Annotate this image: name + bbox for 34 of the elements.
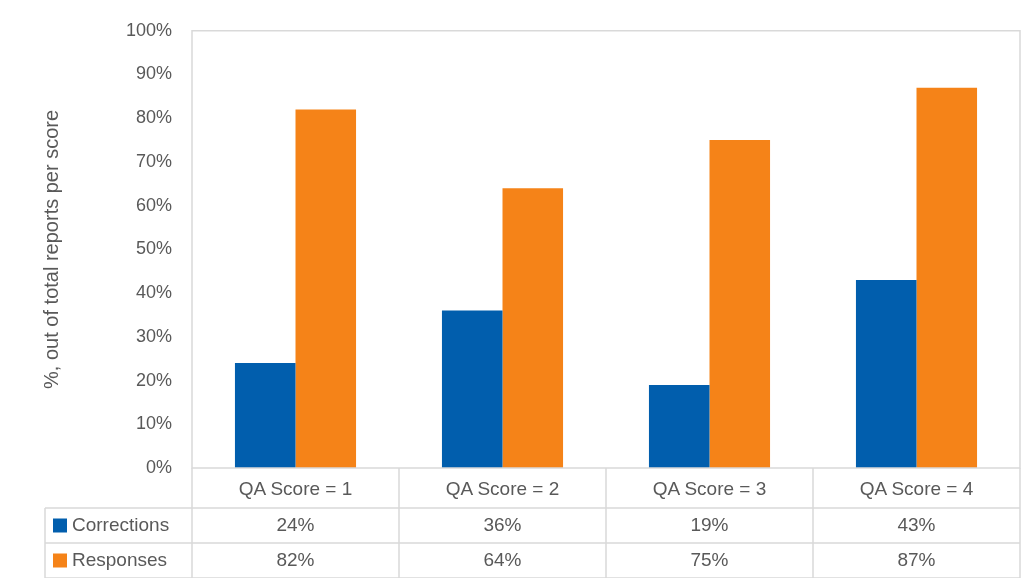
bar — [441, 310, 503, 468]
y-axis-title: %, out of total reports per score — [39, 109, 62, 389]
y-tick-label: 20% — [135, 369, 172, 390]
data-label: 19% — [690, 513, 729, 535]
data-label: 43% — [897, 513, 936, 535]
data-label: 36% — [483, 513, 522, 535]
data-label: 82% — [276, 548, 315, 570]
y-tick-label: 60% — [135, 194, 172, 215]
data-label: 75% — [690, 548, 729, 570]
x-tick-label: QA Score = 4 — [859, 477, 974, 499]
x-tick-label: QA Score = 1 — [238, 477, 353, 499]
legend-label: Responses — [72, 548, 168, 570]
y-tick-label: 40% — [135, 282, 172, 303]
data-label: 87% — [897, 548, 936, 570]
bar — [648, 384, 710, 468]
y-tick-label: 10% — [135, 413, 172, 434]
bar — [855, 280, 917, 468]
y-tick-label: 30% — [135, 325, 172, 346]
x-tick-label: QA Score = 2 — [445, 477, 560, 499]
y-tick-label: 70% — [135, 150, 172, 171]
y-tick-label: 0% — [145, 456, 172, 477]
data-label: 64% — [483, 548, 522, 570]
bar — [295, 109, 357, 468]
y-tick-label: 80% — [135, 107, 172, 128]
y-tick-label: 100% — [125, 19, 172, 40]
bar — [916, 87, 978, 468]
data-label: 24% — [276, 513, 315, 535]
x-tick-label: QA Score = 3 — [652, 477, 767, 499]
bar — [502, 188, 564, 468]
y-tick-label: 90% — [135, 63, 172, 84]
bar — [709, 140, 771, 468]
y-tick-label: 50% — [135, 238, 172, 259]
legend-label: Corrections — [72, 513, 170, 535]
bar — [234, 363, 296, 468]
